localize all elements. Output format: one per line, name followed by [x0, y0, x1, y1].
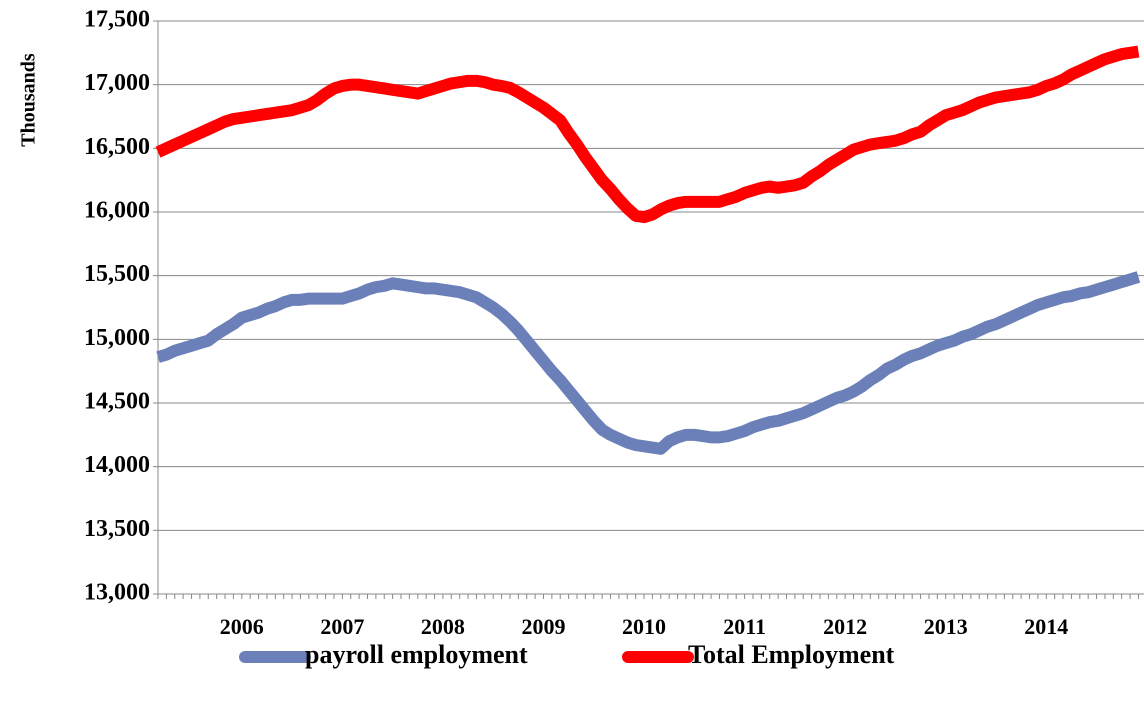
y-tick-label: 13,000	[84, 580, 150, 606]
x-tick-label: 2012	[823, 614, 867, 639]
legend-label: Total Employment	[688, 640, 895, 669]
y-tick-label: 17,500	[84, 7, 150, 33]
y-tick-label: 15,500	[84, 261, 150, 287]
y-tick-label: 16,000	[84, 198, 150, 224]
y-tick-label: 14,500	[84, 389, 150, 415]
x-tick-label: 2007	[320, 614, 364, 639]
x-tick-label: 2009	[521, 614, 565, 639]
x-tick-label: 2014	[1024, 614, 1068, 639]
series-line	[156, 271, 1141, 455]
y-tick-label: 17,000	[84, 70, 150, 96]
y-tick-label: 13,500	[84, 516, 150, 542]
x-tick-label: 2010	[622, 614, 666, 639]
y-axis-label: Thousands	[18, 53, 40, 147]
x-tick-label: 2006	[220, 614, 264, 639]
x-tick-label: 2013	[924, 614, 968, 639]
x-tick-label: 2011	[723, 614, 766, 639]
x-tick-label: 2008	[421, 614, 465, 639]
y-tick-label: 15,000	[84, 325, 150, 351]
legend-label: payroll employment	[305, 640, 528, 669]
y-tick-label: 14,000	[84, 452, 150, 478]
series-line	[155, 45, 1140, 224]
y-tick-label: 16,500	[84, 134, 150, 160]
